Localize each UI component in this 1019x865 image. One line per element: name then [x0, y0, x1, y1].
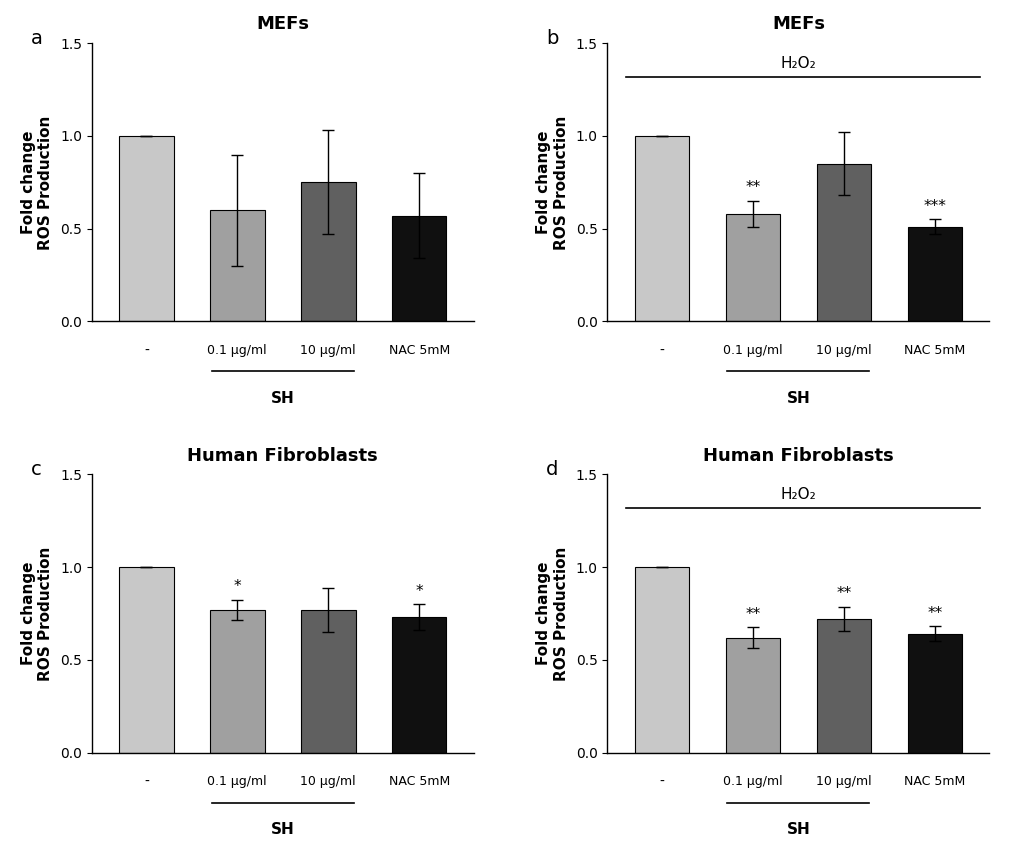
Bar — [119, 136, 173, 322]
Text: -: - — [659, 343, 663, 357]
Text: **: ** — [745, 607, 760, 622]
Bar — [816, 163, 870, 322]
Bar — [119, 567, 173, 753]
Text: SH: SH — [271, 391, 294, 406]
Bar — [907, 634, 961, 753]
Text: NAC 5mM: NAC 5mM — [903, 343, 965, 356]
Bar — [391, 215, 446, 322]
Text: 0.1 μg/ml: 0.1 μg/ml — [207, 343, 267, 356]
Text: 10 μg/ml: 10 μg/ml — [815, 775, 871, 788]
Bar — [210, 610, 264, 753]
Text: NAC 5mM: NAC 5mM — [903, 775, 965, 788]
Title: Human Fibroblasts: Human Fibroblasts — [187, 446, 378, 465]
Text: **: ** — [836, 586, 851, 601]
Text: -: - — [144, 343, 149, 357]
Y-axis label: Fold change
ROS Production: Fold change ROS Production — [536, 547, 569, 681]
Text: 0.1 μg/ml: 0.1 μg/ml — [722, 775, 782, 788]
Bar — [301, 183, 356, 322]
Text: H₂O₂: H₂O₂ — [780, 56, 815, 71]
Title: Human Fibroblasts: Human Fibroblasts — [702, 446, 893, 465]
Text: c: c — [31, 460, 42, 479]
Y-axis label: Fold change
ROS Production: Fold change ROS Production — [20, 547, 53, 681]
Bar — [210, 210, 264, 322]
Bar — [634, 567, 689, 753]
Text: NAC 5mM: NAC 5mM — [388, 775, 449, 788]
Y-axis label: Fold change
ROS Production: Fold change ROS Production — [20, 115, 53, 249]
Text: SH: SH — [786, 822, 809, 837]
Bar — [816, 619, 870, 753]
Text: -: - — [144, 775, 149, 789]
Text: 10 μg/ml: 10 μg/ml — [301, 343, 356, 356]
Bar — [907, 227, 961, 322]
Text: 0.1 μg/ml: 0.1 μg/ml — [722, 343, 782, 356]
Text: -: - — [659, 775, 663, 789]
Bar — [634, 136, 689, 322]
Text: 10 μg/ml: 10 μg/ml — [815, 343, 871, 356]
Text: **: ** — [745, 180, 760, 195]
Title: MEFs: MEFs — [771, 16, 824, 34]
Text: *: * — [415, 584, 423, 599]
Text: a: a — [31, 29, 43, 48]
Text: NAC 5mM: NAC 5mM — [388, 343, 449, 356]
Text: SH: SH — [786, 391, 809, 406]
Title: MEFs: MEFs — [256, 16, 309, 34]
Text: b: b — [546, 29, 558, 48]
Bar — [301, 610, 356, 753]
Bar — [725, 214, 780, 322]
Text: ***: *** — [922, 199, 946, 214]
Text: SH: SH — [271, 822, 294, 837]
Text: 0.1 μg/ml: 0.1 μg/ml — [207, 775, 267, 788]
Text: H₂O₂: H₂O₂ — [780, 487, 815, 503]
Text: *: * — [233, 579, 240, 594]
Bar — [725, 638, 780, 753]
Text: **: ** — [926, 606, 942, 621]
Y-axis label: Fold change
ROS Production: Fold change ROS Production — [536, 115, 569, 249]
Bar — [391, 618, 446, 753]
Text: 10 μg/ml: 10 μg/ml — [301, 775, 356, 788]
Text: d: d — [546, 460, 558, 479]
